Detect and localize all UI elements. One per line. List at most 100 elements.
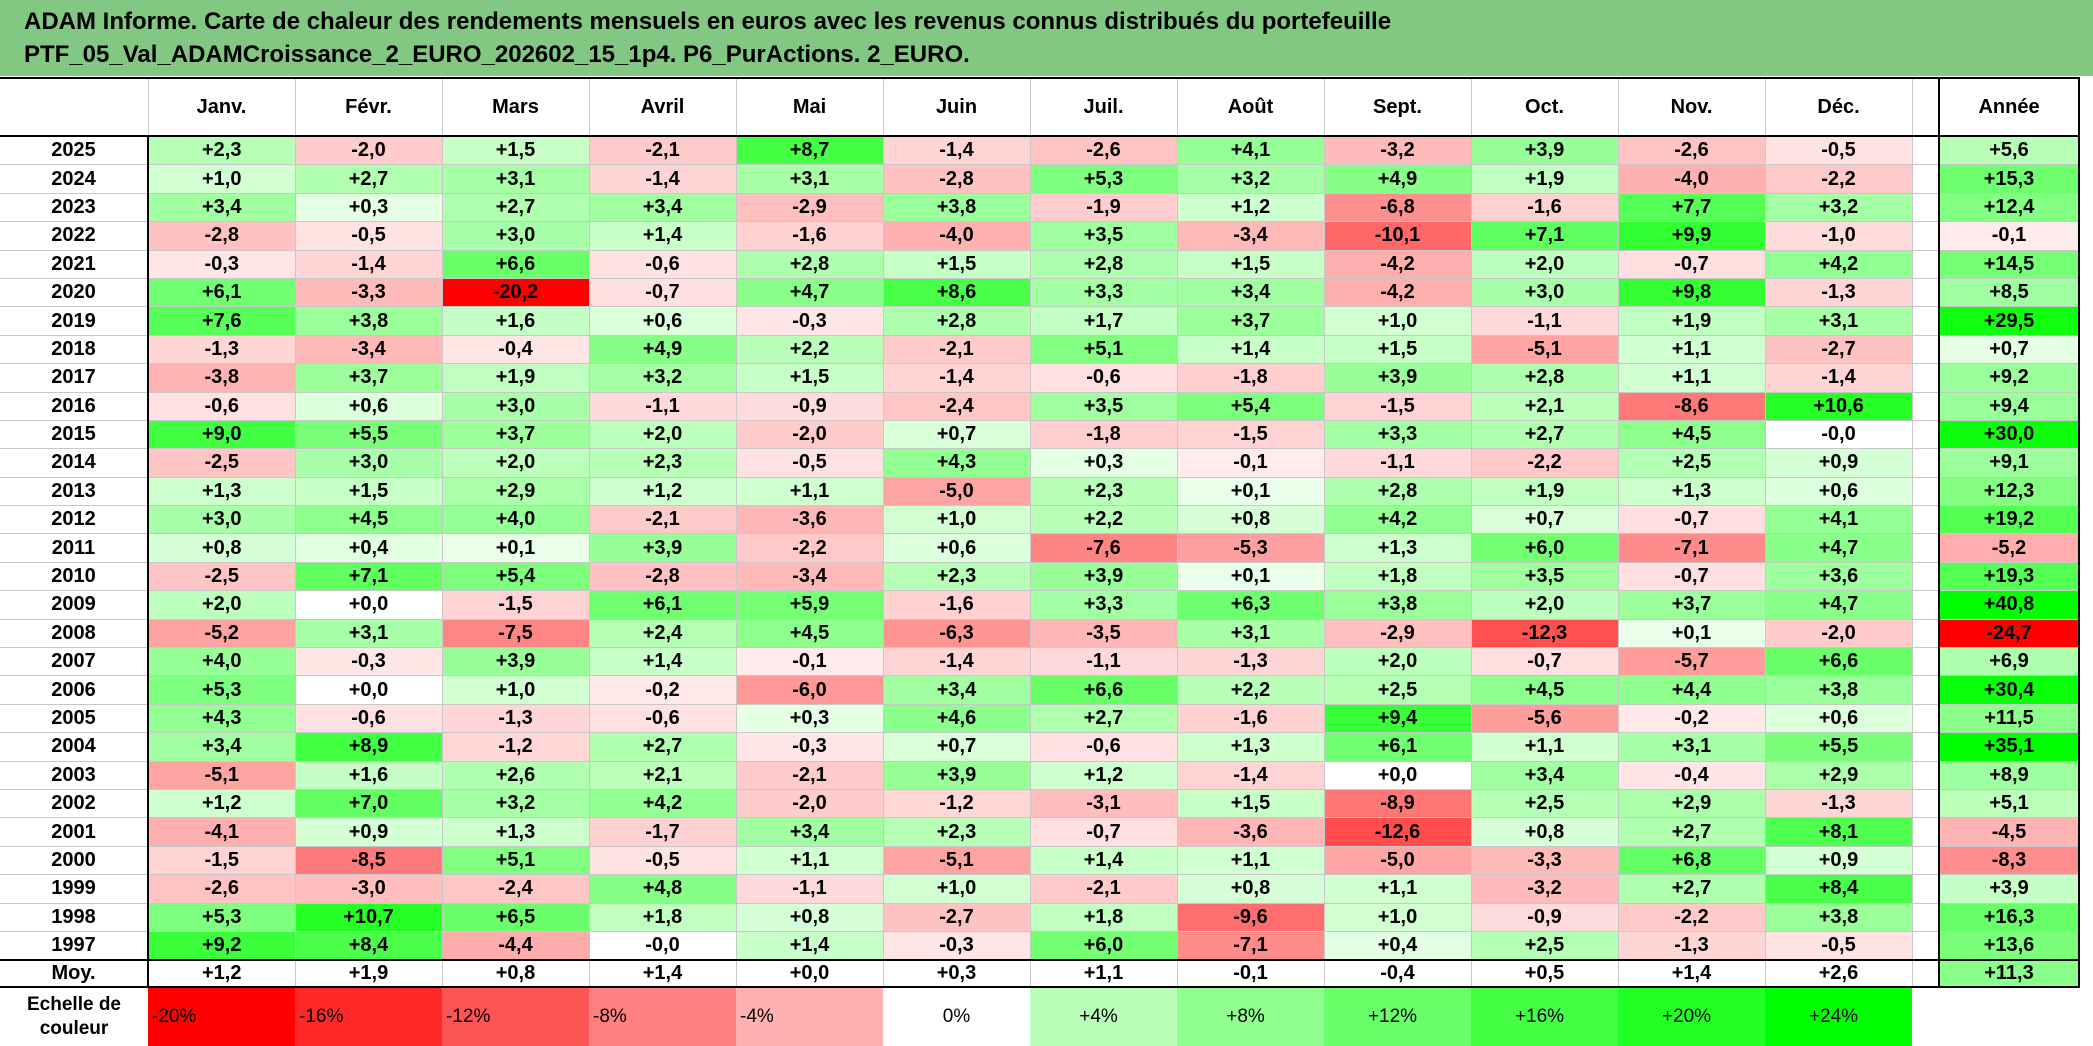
heatmap-cell: -1,2 <box>442 732 590 762</box>
heatmap-cell: +1,3 <box>1324 533 1472 563</box>
heatmap-cell: +5,1 <box>442 846 590 876</box>
scale-gap <box>1912 987 1939 1046</box>
heatmap-cell: +2,0 <box>589 420 737 450</box>
heatmap-cell: +1,5 <box>1177 789 1325 819</box>
year-row: 1999 -2,6 -3,0 -2,4 +4,8 -1,1 +1,0 -2,1 +0,8 +1,1… <box>0 874 2080 904</box>
heatmap-cell: +5,1 <box>1030 335 1178 365</box>
heatmap-cell: +4,2 <box>1765 250 1913 279</box>
heatmap-cell: -0,5 <box>1765 136 1913 166</box>
heatmap-cell: +2,3 <box>148 136 296 166</box>
annual-cell: +15,3 <box>1938 164 2080 194</box>
heatmap-cell: +1,0 <box>442 675 590 705</box>
heatmap-cell: +0,3 <box>736 704 884 734</box>
year-row: 2010 -2,5 +7,1 +5,4 -2,8 -3,4 +2,3 +3,9 +0,1 +1,8… <box>0 562 2080 592</box>
heatmap-cell: -1,2 <box>883 789 1031 819</box>
heatmap-cell: -1,3 <box>1765 789 1913 819</box>
gap-cell <box>1912 335 1940 365</box>
heatmap-cell: +2,8 <box>883 306 1031 336</box>
heatmap-cell: +1,2 <box>1177 193 1325 223</box>
gap-cell <box>1912 562 1940 592</box>
annual-cell: -24,7 <box>1938 619 2080 649</box>
heatmap-cell: +0,4 <box>295 533 443 563</box>
heatmap-cell: -4,0 <box>883 221 1031 251</box>
gap-cell <box>1912 250 1940 279</box>
heatmap-cell: -1,8 <box>1030 420 1178 450</box>
heatmap-cell: +0,8 <box>736 903 884 932</box>
heatmap-cell: +4,5 <box>1471 675 1619 705</box>
heatmap-cell: +2,9 <box>442 477 590 507</box>
average-label: Moy. <box>0 959 149 989</box>
heatmap-cell: +7,0 <box>295 789 443 819</box>
heatmap-cell: -7,1 <box>1177 931 1325 961</box>
heatmap-cell: -2,0 <box>295 136 443 166</box>
heatmap-cell: +1,0 <box>148 164 296 194</box>
color-scale-swatch: -4% <box>736 987 883 1046</box>
heatmap-cell: +1,2 <box>148 789 296 819</box>
heatmap-cell: +5,9 <box>736 590 884 620</box>
heatmap-cell: -1,5 <box>1324 392 1472 421</box>
heatmap-cell: -0,4 <box>442 335 590 365</box>
gap-cell <box>1912 704 1940 734</box>
heatmap-cell: +5,5 <box>295 420 443 450</box>
heatmap-cell: -0,7 <box>589 278 737 308</box>
heatmap-cell: +5,3 <box>1030 164 1178 194</box>
annual-cell: +8,9 <box>1938 761 2080 790</box>
year-label: 2006 <box>0 675 149 705</box>
year-header: Année <box>1938 77 2080 137</box>
heatmap-cell: +1,7 <box>1030 306 1178 336</box>
heatmap-cell: +0,7 <box>883 420 1031 450</box>
year-row: 2017 -3,8 +3,7 +1,9 +3,2 +1,5 -1,4 -0,6 -1,8 +3,9… <box>0 363 2080 393</box>
heatmap-cell: +1,5 <box>295 477 443 507</box>
year-label: 2007 <box>0 647 149 677</box>
heatmap-cell: +0,9 <box>295 817 443 847</box>
annual-cell: -8,3 <box>1938 846 2080 876</box>
gap-cell <box>1912 619 1940 649</box>
gap-cell <box>1912 477 1940 507</box>
year-label: 2004 <box>0 732 149 762</box>
heatmap-cell: +1,9 <box>442 363 590 393</box>
year-label: 1999 <box>0 874 149 904</box>
heatmap-cell: +6,1 <box>148 278 296 308</box>
heatmap-cell: -7,6 <box>1030 533 1178 563</box>
heatmap-cell: -1,8 <box>1177 363 1325 393</box>
heatmap-cell: -3,2 <box>1324 136 1472 166</box>
heatmap-cell: -0,0 <box>1765 420 1913 450</box>
year-row: 2007 +4,0 -0,3 +3,9 +1,4 -0,1 -1,4 -1,1 -1,3 +2,0… <box>0 647 2080 677</box>
heatmap-cell: +3,4 <box>736 817 884 847</box>
heatmap-cell: +0,8 <box>1177 874 1325 904</box>
heatmap-cell: +1,8 <box>1030 903 1178 932</box>
heatmap-cell: +9,9 <box>1618 221 1766 251</box>
heatmap-cell: +3,1 <box>295 619 443 649</box>
heatmap-cell: +2,5 <box>1471 931 1619 961</box>
heatmap-cell: -1,6 <box>1471 193 1619 223</box>
gap-cell <box>1912 392 1940 421</box>
year-label: 2014 <box>0 448 149 478</box>
heatmap-cell: -0,3 <box>148 250 296 279</box>
month-header: Sept. <box>1324 77 1472 137</box>
year-row: 2008 -5,2 +3,1 -7,5 +2,4 +4,5 -6,3 -3,5 +3,1 -2,9… <box>0 619 2080 649</box>
average-cell: +1,9 <box>295 959 443 989</box>
year-row: 1998 +5,3 +10,7 +6,5 +1,8 +0,8 -2,7 +1,8 -9,6 +1,… <box>0 903 2080 932</box>
heatmap-cell: +1,8 <box>1324 562 1472 592</box>
heatmap-cell: +1,0 <box>1324 903 1472 932</box>
heatmap-cell: -2,8 <box>883 164 1031 194</box>
heatmap-cell: +3,0 <box>442 392 590 421</box>
average-cell: +0,5 <box>1471 959 1619 989</box>
month-header: Nov. <box>1618 77 1766 137</box>
gap-cell <box>1912 533 1940 563</box>
year-row: 2022 -2,8 -0,5 +3,0 +1,4 -1,6 -4,0 +3,5 -3,4 -10,… <box>0 221 2080 251</box>
year-row: 2006 +5,3 +0,0 +1,0 -0,2 -6,0 +3,4 +6,6 +2,2 +2,5… <box>0 675 2080 705</box>
heatmap-cell: +3,5 <box>1471 562 1619 592</box>
annual-cell: +19,2 <box>1938 505 2080 535</box>
heatmap-cell: +3,9 <box>883 761 1031 790</box>
heatmap-cell: +4,3 <box>883 448 1031 478</box>
heatmap-cell: +2,6 <box>442 761 590 790</box>
year-label: 2023 <box>0 193 149 223</box>
month-header: Janv. <box>148 77 296 137</box>
heatmap-cell: -5,0 <box>883 477 1031 507</box>
heatmap-cell: -3,3 <box>1471 846 1619 876</box>
month-header: Août <box>1177 77 1325 137</box>
heatmap-cell: +9,0 <box>148 420 296 450</box>
heatmap-cell: -4,2 <box>1324 278 1472 308</box>
heatmap-cell: -3,4 <box>1177 221 1325 251</box>
